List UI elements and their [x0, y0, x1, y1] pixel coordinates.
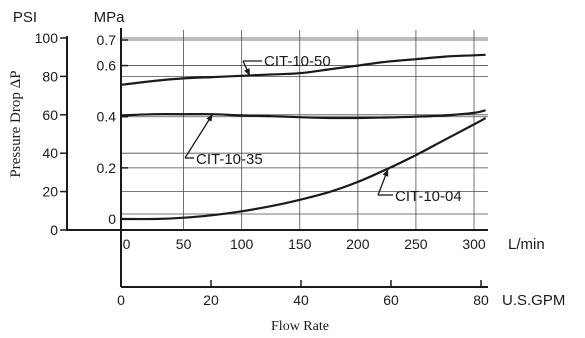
lmin-tick-label: 300: [462, 236, 486, 252]
psi-tick-label: 100: [35, 30, 59, 46]
annotation-leader: [184, 113, 214, 159]
annotations: CIT-10-50 CIT-10-35 CIT-10-04: [184, 53, 462, 205]
mpa-tick-label: 0.4: [97, 109, 117, 125]
psi-tick-label: 20: [42, 184, 58, 200]
annotation-arrowhead: [244, 68, 250, 76]
mpa-unit-label: MPa: [94, 9, 126, 26]
gpm-tick-label: 80: [473, 292, 489, 308]
psi-tick-label: 0: [50, 222, 58, 238]
lmin-tick-label: 250: [404, 236, 428, 252]
annotation-label: CIT-10-04: [395, 188, 462, 205]
psi-unit-label: PSI: [13, 9, 37, 26]
x-axis-title: Flow Rate: [271, 319, 329, 334]
mpa-tick-label: 0: [108, 211, 116, 227]
lmin-tick-label: 150: [288, 236, 312, 252]
y-axis-title: Pressure Drop ΔP: [8, 70, 24, 177]
series-line-cit-10-50: [121, 53, 486, 86]
psi-tick-label: 60: [42, 107, 58, 123]
lmin-tick-label: 100: [230, 236, 254, 252]
annotation-label: CIT-10-50: [264, 53, 331, 70]
psi-tick-label: 40: [42, 145, 58, 161]
gpm-unit-label: U.S.GPM: [502, 292, 565, 309]
annotation-arrowhead: [382, 169, 389, 177]
gpm-tick-label: 0: [117, 292, 125, 308]
series-line-cit-10-35: [121, 109, 486, 120]
annotation-arrowhead: [206, 114, 213, 122]
series-line-cit-10-04: [121, 117, 487, 221]
axes: [66, 28, 488, 288]
lmin-tick-label: 50: [176, 236, 192, 252]
mpa-tick-label: 0.7: [97, 32, 117, 48]
gpm-tick-label: 20: [203, 292, 219, 308]
gpm-tick-label: 40: [293, 292, 309, 308]
series-lines: [121, 53, 487, 221]
lmin-tick-label: 200: [346, 236, 370, 252]
mpa-tick-label: 0.2: [97, 160, 117, 176]
annotation-label: CIT-10-35: [196, 151, 263, 168]
mpa-tick-label: 0.6: [97, 58, 117, 74]
lmin-tick-label: 0: [123, 236, 131, 252]
gpm-tick-label: 60: [383, 292, 399, 308]
lmin-unit-label: L/min: [508, 236, 545, 253]
psi-tick-label: 80: [42, 68, 58, 84]
